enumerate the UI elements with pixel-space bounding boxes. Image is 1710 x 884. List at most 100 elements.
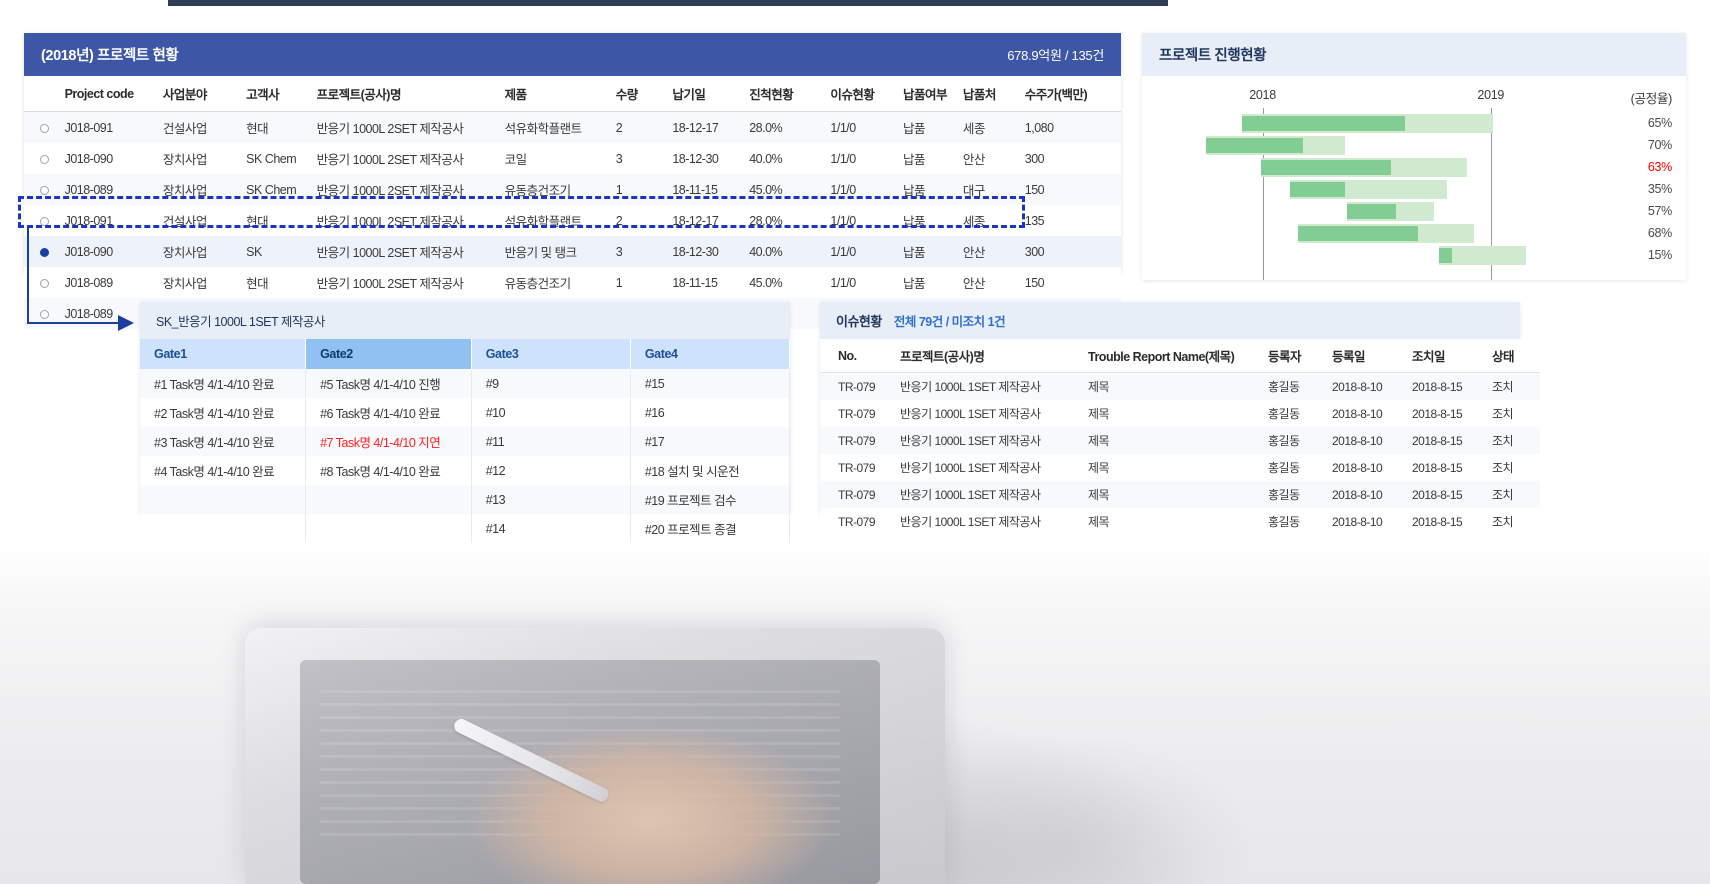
cell-dest: 안산 [962,277,986,291]
table-row[interactable]: TR-079 반응기 1000L 1SET 제작공사 제목 홍길동 2018-8-10 2… [820,454,1540,481]
gate-col-header-gate3[interactable]: Gate3 [471,339,631,369]
gate-col-header-gate1[interactable]: Gate1 [140,339,307,369]
gate-task-cell [140,485,307,514]
table-row[interactable]: TR-079 반응기 1000L 1SET 제작공사 제목 홍길동 2018-8-10 2… [820,372,1540,400]
table-row[interactable]: J018-091 건설사업 현대 반응기 1000L 2SET 제작공사 석유화학플랜트… [24,111,1121,144]
radio-unselected-icon[interactable] [39,185,49,195]
table-row[interactable]: TR-079 반응기 1000L 1SET 제작공사 제목 홍길동 2018-8-10 2… [820,427,1540,454]
cell-acted: 2018-8-15 [1412,406,1463,421]
project-col-header-3: 고객사 [246,76,317,112]
gate-panel-title: SK_반응기 1000L 1SET 제작공사 [156,315,325,329]
gate-task-cell: #14 [471,514,631,543]
gate-col-header-gate2[interactable]: Gate2 [305,339,472,369]
cell-no: TR-079 [838,487,876,502]
cell-delivered: 납품 [903,184,926,198]
cell-acted: 2018-8-15 [1412,514,1463,529]
cell-name: 반응기 1000L 2SET 제작공사 [316,184,464,198]
gantt-bar-progress [1290,182,1345,197]
cell-no: TR-079 [838,379,876,394]
cell-delivered: 납품 [903,122,926,136]
cell-dest: 안산 [962,153,986,167]
cell-qty: 1 [615,275,623,290]
gantt-progress-value: 57% [1647,204,1672,218]
table-row[interactable]: #13 #19 프로젝트 검수 [140,485,791,514]
radio-unselected-icon[interactable] [39,123,49,133]
issue-panel-header: 이슈현황 전체 79건 / 미조치 1건 [820,302,1520,339]
table-row[interactable]: TR-079 반응기 1000L 1SET 제작공사 제목 홍길동 2018-8-10 2… [820,481,1540,508]
table-row[interactable]: TR-079 반응기 1000L 1SET 제작공사 제목 홍길동 2018-8-10 2… [820,508,1540,535]
cell-product: 유동층건조기 [504,184,572,198]
selection-leader-line-horizontal [27,322,120,324]
cell-project: 반응기 1000L 1SET 제작공사 [900,407,1041,421]
cell-issue: 1/1/0 [830,120,856,135]
cell-issue: 1/1/0 [830,244,856,259]
radio-unselected-icon[interactable] [39,216,49,226]
cell-progress: 45.0% [749,182,783,197]
table-row[interactable]: TR-079 반응기 1000L 1SET 제작공사 제목 홍길동 2018-8-10 2… [820,400,1540,427]
cell-field: 장치사업 [162,184,208,198]
table-row[interactable]: J018-089 장치사업 SK Chem 반응기 1000L 2SET 제작공사 유동… [24,174,1121,205]
cell-code: J018-090 [64,244,114,259]
row-radio-cell[interactable] [24,112,65,144]
gantt-bar-row[interactable] [1290,180,1447,199]
table-row[interactable]: J018-091 건설사업 현대 반응기 1000L 2SET 제작공사 석유화학플랜트… [24,205,1121,236]
gantt-chart: (공정율) 2018 2019 65% 70% 63% 35% 57% 68% 15% [1142,76,1686,280]
table-row[interactable]: J018-089 장치사업 현대 반응기 1000L 2SET 제작공사 유동층건조기 1… [24,267,1121,298]
cell-client: SK [246,244,262,259]
background-hand [470,700,900,884]
row-radio-cell[interactable] [24,267,65,298]
cell-progress: 40.0% [749,151,783,166]
project-progress-panel: 프로젝트 진행현황 (공정율) 2018 2019 65% 70% 63% 35% 57% 6… [1142,33,1686,280]
cell-status: 조치 [1492,407,1514,421]
gantt-bar-row[interactable] [1439,246,1526,265]
cell-product: 반응기 및 탱크 [504,246,577,260]
cell-author: 홍길동 [1268,434,1300,448]
gantt-bar-progress [1242,116,1405,131]
cell-no: TR-079 [838,460,876,475]
radio-selected-icon[interactable] [39,247,49,257]
cell-client: SK Chem [246,151,297,166]
table-row[interactable]: #2 Task명 4/1-4/10 완료 #6 Task명 4/1-4/10 완료… [140,398,791,427]
table-row[interactable]: #1 Task명 4/1-4/10 완료 #5 Task명 4/1-4/10 진행… [140,369,791,398]
radio-unselected-icon[interactable] [39,309,49,319]
row-radio-cell[interactable] [24,236,65,267]
gate-col-header-gate4[interactable]: Gate4 [630,339,791,369]
cell-status: 조치 [1492,434,1514,448]
cell-trouble: 제목 [1088,407,1110,421]
cell-client: 현대 [246,277,269,291]
gantt-bar-row[interactable] [1242,114,1493,133]
cell-status: 조치 [1492,488,1514,502]
cell-acted: 2018-8-15 [1412,433,1463,448]
table-row[interactable]: #3 Task명 4/1-4/10 완료 #7 Task명 4/1-4/10 지연… [140,427,791,456]
table-row[interactable]: J018-090 장치사업 SK Chem 반응기 1000L 2SET 제작공사 코일… [24,143,1121,174]
row-radio-cell[interactable] [24,205,65,236]
cell-due: 18-12-17 [672,213,719,228]
gantt-bar-row[interactable] [1260,158,1467,177]
cell-product: 유동층건조기 [504,277,572,291]
cell-price: 1,080 [1024,120,1054,135]
gantt-bar-row[interactable] [1297,224,1475,243]
cell-author: 홍길동 [1268,515,1300,529]
gate-task-cell: #1 Task명 4/1-4/10 완료 [140,369,307,398]
gate-task-cell: #8 Task명 4/1-4/10 완료 [305,456,472,485]
row-radio-cell[interactable] [24,143,65,174]
cell-client: 현대 [246,122,269,136]
cell-name: 반응기 1000L 2SET 제작공사 [316,153,464,167]
gantt-bar-row[interactable] [1205,136,1346,155]
table-row[interactable]: #4 Task명 4/1-4/10 완료 #8 Task명 4/1-4/10 완료… [140,456,791,485]
row-radio-cell[interactable] [24,174,65,205]
table-row[interactable]: #14 #20 프로젝트 종결 [140,514,791,543]
radio-unselected-icon[interactable] [39,154,49,164]
gate-task-cell: #10 [471,398,631,427]
cell-delivered: 납품 [903,153,926,167]
cell-code: J018-089 [64,182,114,197]
cell-created: 2018-8-10 [1332,379,1383,394]
issue-col-header-1: 프로젝트(공사)명 [900,339,1088,373]
project-status-panel: (2018년) 프로젝트 현황 678.9억원 / 135건 Project c… [24,33,1121,329]
table-row[interactable]: J018-090 장치사업 SK 반응기 1000L 2SET 제작공사 반응기 및 탱… [24,236,1121,267]
project-col-header-9: 이슈현황 [830,76,904,112]
cell-name: 반응기 1000L 2SET 제작공사 [316,215,464,229]
radio-unselected-icon[interactable] [39,278,49,288]
gantt-bar-row[interactable] [1347,202,1434,221]
row-radio-cell[interactable] [24,298,65,329]
